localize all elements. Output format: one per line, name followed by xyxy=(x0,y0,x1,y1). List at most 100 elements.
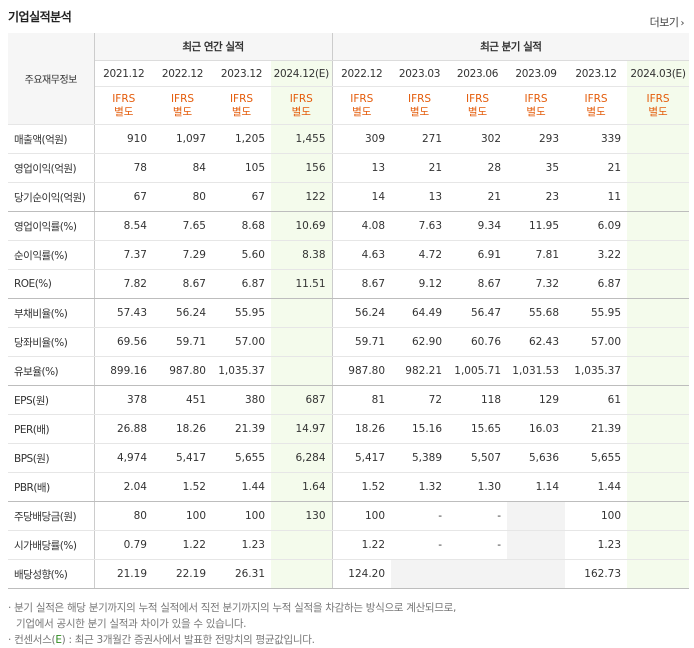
table-cell: 56.24 xyxy=(153,298,212,328)
ifrs-standard: IFRS xyxy=(584,92,608,105)
row-label: 유보율(%) xyxy=(8,356,95,386)
table-cell xyxy=(627,240,690,270)
table-cell: 899.16 xyxy=(94,356,153,386)
table-cell: 22.19 xyxy=(153,559,212,589)
table-row: 매출액(억원) 910 1,097 1,205 1,455 309 271 302 293 339 xyxy=(8,124,690,154)
table-cell: 4.72 xyxy=(391,240,449,270)
table-row: 순이익률(%) 7.37 7.29 5.60 8.38 4.63 4.72 6.91 7.81 3… xyxy=(8,240,690,270)
row-label: BPS(원) xyxy=(8,443,95,473)
table-cell: 1,097 xyxy=(153,124,212,154)
table-cell: 21 xyxy=(565,153,628,183)
table-cell: 35 xyxy=(507,153,566,183)
table-cell: 62.90 xyxy=(391,327,449,357)
table-cell: 21 xyxy=(448,182,508,212)
table-cell xyxy=(507,559,566,589)
table-cell: 3.22 xyxy=(565,240,628,270)
table-cell xyxy=(271,298,333,328)
table-cell: 67 xyxy=(212,182,271,212)
table-cell: 8.67 xyxy=(448,269,508,299)
footnote-consensus-b: ) : 최근 3개월간 증권사에서 발표한 전망치의 평균값입니다. xyxy=(61,634,315,646)
table-cell: 8.68 xyxy=(212,211,271,241)
ifrs-label: IFRS 별도 xyxy=(565,86,628,125)
table-cell: 11.95 xyxy=(507,211,566,241)
table-cell xyxy=(271,327,333,357)
row-label: 배당성향(%) xyxy=(8,559,95,589)
more-link-label[interactable]: 더보기 xyxy=(649,16,679,29)
table-cell: - xyxy=(448,530,508,560)
more-link[interactable]: 더보기 › xyxy=(649,14,685,30)
ifrs-label: IFRS 별도 xyxy=(212,86,271,125)
table-cell: - xyxy=(391,530,449,560)
ifrs-standard: IFRS xyxy=(646,92,670,105)
period-header: 2024.12(E) xyxy=(271,60,333,87)
table-cell: 5,655 xyxy=(565,443,628,473)
table-cell: 6.87 xyxy=(565,269,628,299)
table-cell xyxy=(627,501,690,531)
ifrs-label: IFRS 별도 xyxy=(627,86,690,125)
ifrs-standard: IFRS xyxy=(170,92,195,105)
table-cell: 987.80 xyxy=(153,356,212,386)
table-cell: 6,284 xyxy=(271,443,333,473)
table-cell: 0.79 xyxy=(94,530,153,560)
table-row: 시가배당률(%) 0.79 1.22 1.23 1.22- -1.23 xyxy=(8,530,690,560)
table-cell: - xyxy=(391,501,449,531)
table-cell xyxy=(627,327,690,357)
period-header: 2024.03(E) xyxy=(627,60,690,87)
table-cell: 6.09 xyxy=(565,211,628,241)
table-cell: 57.00 xyxy=(212,327,271,357)
table-cell: 378 xyxy=(94,385,153,415)
period-header: 2022.12 xyxy=(331,60,392,87)
table-cell xyxy=(448,559,508,589)
ifrs-standard: IFRS xyxy=(289,92,313,105)
table-cell: 11.51 xyxy=(271,269,333,299)
ifrs-type: 별도 xyxy=(526,105,546,118)
period-header: 2023.03 xyxy=(391,60,449,87)
table-cell: 4.63 xyxy=(331,240,392,270)
table-cell: 1.64 xyxy=(271,472,333,502)
footnote-consensus-a: · 컨센서스( xyxy=(8,634,56,646)
row-label: 시가배당률(%) xyxy=(8,530,95,560)
table-cell: 1.14 xyxy=(507,472,566,502)
table-cell: 910 xyxy=(94,124,153,154)
table-cell: 72 xyxy=(391,385,449,415)
table-cell xyxy=(507,501,566,531)
section-title: 기업실적분석 xyxy=(8,10,72,24)
table-cell: 7.81 xyxy=(507,240,566,270)
table-cell: 271 xyxy=(391,124,449,154)
table-cell: 78 xyxy=(94,153,153,183)
table-cell: 380 xyxy=(212,385,271,415)
table-cell: 55.95 xyxy=(212,298,271,328)
chevron-right-icon[interactable]: › xyxy=(680,18,685,29)
table-row: 주당배당금(원) 80 100 100 130 100- -100 xyxy=(8,501,690,531)
table-row: 당좌비율(%) 69.56 59.71 57.00 59.71 62.90 60.76 62.… xyxy=(8,327,690,357)
table-cell: 80 xyxy=(94,501,153,531)
table-cell xyxy=(627,211,690,241)
table-cell: 7.32 xyxy=(507,269,566,299)
table-cell: 8.38 xyxy=(271,240,333,270)
table-cell: 13 xyxy=(391,182,449,212)
table-cell: 1.52 xyxy=(331,472,392,502)
table-cell: 2.04 xyxy=(94,472,153,502)
ifrs-label: IFRS 별도 xyxy=(507,86,566,125)
table-cell: 309 xyxy=(331,124,392,154)
table-cell: 14 xyxy=(331,182,392,212)
table-cell: 18.26 xyxy=(153,414,212,444)
financial-table: 주요재무정보 최근 연간 실적 최근 분기 실적 2021.12 2022.12 2… xyxy=(8,33,690,589)
table-row: 당기순이익(억원) 67 80 67 122 14 13 21 23 11 xyxy=(8,182,690,212)
table-cell xyxy=(271,356,333,386)
table-cell: 293 xyxy=(507,124,566,154)
table-cell: 339 xyxy=(565,124,628,154)
table-cell xyxy=(627,356,690,386)
row-label: 영업이익(억원) xyxy=(8,153,95,183)
row-label: 매출액(억원) xyxy=(8,124,95,154)
table-cell: 7.37 xyxy=(94,240,153,270)
ifrs-standard: IFRS xyxy=(350,92,374,105)
table-cell: 987.80 xyxy=(331,356,392,386)
table-cell: 11 xyxy=(565,182,628,212)
table-cell xyxy=(627,298,690,328)
table-cell: 21.39 xyxy=(212,414,271,444)
ifrs-standard: IFRS xyxy=(229,92,254,105)
ifrs-label: IFRS 별도 xyxy=(271,86,333,125)
table-cell: 10.69 xyxy=(271,211,333,241)
